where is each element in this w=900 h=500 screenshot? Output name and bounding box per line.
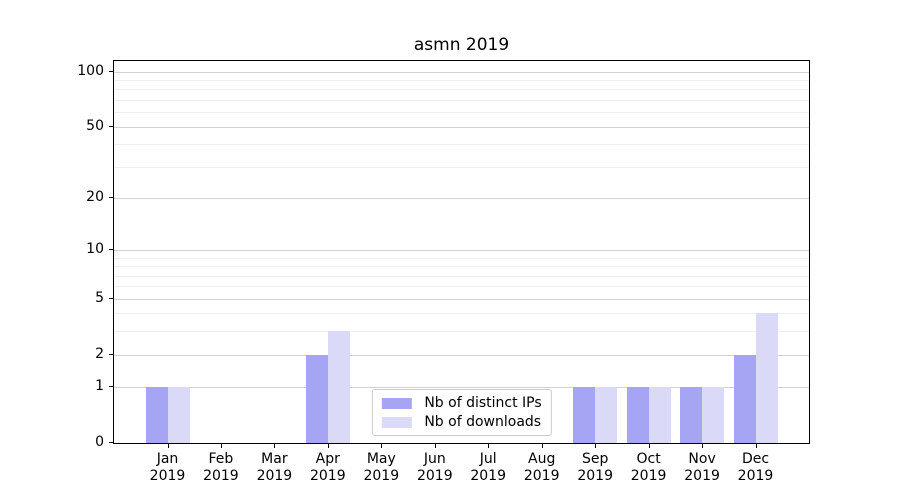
legend-swatch-downloads [381, 416, 412, 428]
x-tick-label: Oct 2019 [630, 451, 667, 484]
x-tick-label: Jun 2019 [416, 451, 453, 484]
minor-gridline [114, 331, 809, 333]
y-tick [109, 70, 113, 72]
x-tick [488, 444, 490, 448]
major-gridline [114, 298, 809, 300]
x-tick-label: Nov 2019 [684, 451, 720, 484]
y-tick [109, 196, 113, 198]
y-tick [109, 249, 113, 250]
bar-distinct-ips [305, 354, 328, 443]
legend-swatch-distinct-ips [381, 397, 412, 409]
x-tick [434, 444, 436, 448]
y-tick [109, 125, 113, 127]
x-tick-label: Jul 2019 [470, 451, 506, 484]
y-tick-label: 50 [86, 117, 104, 134]
minor-gridline [114, 286, 809, 288]
bar-downloads [755, 313, 778, 443]
y-tick-label: 10 [86, 241, 104, 257]
y-tick [109, 386, 113, 388]
x-tick-label: May 2019 [363, 451, 400, 484]
bar-distinct-ips [680, 387, 703, 443]
x-tick [755, 444, 757, 448]
x-tick [327, 444, 329, 448]
x-tick-label: Feb 2019 [203, 451, 239, 484]
minor-gridline [114, 166, 809, 168]
y-tick [109, 442, 113, 443]
y-tick [109, 353, 113, 355]
major-gridline [114, 126, 809, 128]
x-tick [541, 444, 543, 448]
x-tick [220, 444, 222, 448]
x-tick [167, 444, 169, 448]
major-gridline [114, 197, 809, 199]
y-tick-label: 20 [86, 188, 104, 205]
y-tick-label: 100 [77, 62, 104, 79]
minor-gridline [114, 89, 809, 91]
bar-distinct-ips [626, 387, 649, 443]
bar-downloads [167, 387, 190, 443]
bar-distinct-ips [145, 387, 168, 443]
major-gridline [114, 71, 809, 73]
minor-gridline [114, 144, 809, 145]
y-tick-label: 0 [95, 434, 104, 450]
legend-label-distinct-ips: Nb of distinct IPs [424, 395, 542, 411]
minor-gridline [114, 112, 809, 113]
x-tick [595, 444, 597, 448]
bar-downloads [327, 331, 350, 443]
legend-label-downloads: Nb of downloads [424, 414, 542, 430]
x-tick-label: Dec 2019 [737, 451, 774, 484]
plot-content [114, 61, 809, 443]
y-tick [109, 297, 113, 299]
x-tick-label: Mar 2019 [256, 451, 293, 484]
chart-title: asmn 2019 [413, 35, 510, 55]
bar-downloads [648, 387, 671, 443]
bar-downloads [595, 387, 618, 443]
x-tick [648, 444, 650, 448]
major-gridline [114, 354, 809, 356]
x-tick-label: Apr 2019 [309, 451, 346, 484]
y-tick-label: 1 [95, 378, 104, 395]
bar-downloads [702, 387, 725, 443]
minor-gridline [114, 257, 809, 259]
minor-gridline [114, 313, 809, 315]
plot-area: Nb of distinct IPs Nb of downloads [113, 60, 810, 444]
minor-gridline [114, 99, 809, 101]
bar-distinct-ips [733, 354, 756, 443]
legend: Nb of distinct IPs Nb of downloads [371, 389, 552, 436]
major-gridline [114, 250, 809, 251]
x-tick-label: Sep 2019 [577, 451, 613, 484]
x-tick [381, 444, 383, 448]
y-tick-label: 5 [95, 289, 104, 306]
x-tick-label: Jan 2019 [149, 451, 186, 484]
x-tick [702, 444, 704, 448]
y-tick-label: 2 [95, 345, 104, 362]
legend-entry-distinct-ips: Nb of distinct IPs [381, 395, 542, 411]
legend-entry-downloads: Nb of downloads [381, 414, 541, 430]
minor-gridline [114, 79, 809, 81]
x-tick-label: Aug 2019 [523, 451, 560, 484]
minor-gridline [114, 275, 809, 277]
minor-gridline [114, 266, 809, 268]
bar-distinct-ips [573, 387, 596, 443]
major-gridline [114, 387, 809, 389]
x-tick [274, 444, 276, 448]
